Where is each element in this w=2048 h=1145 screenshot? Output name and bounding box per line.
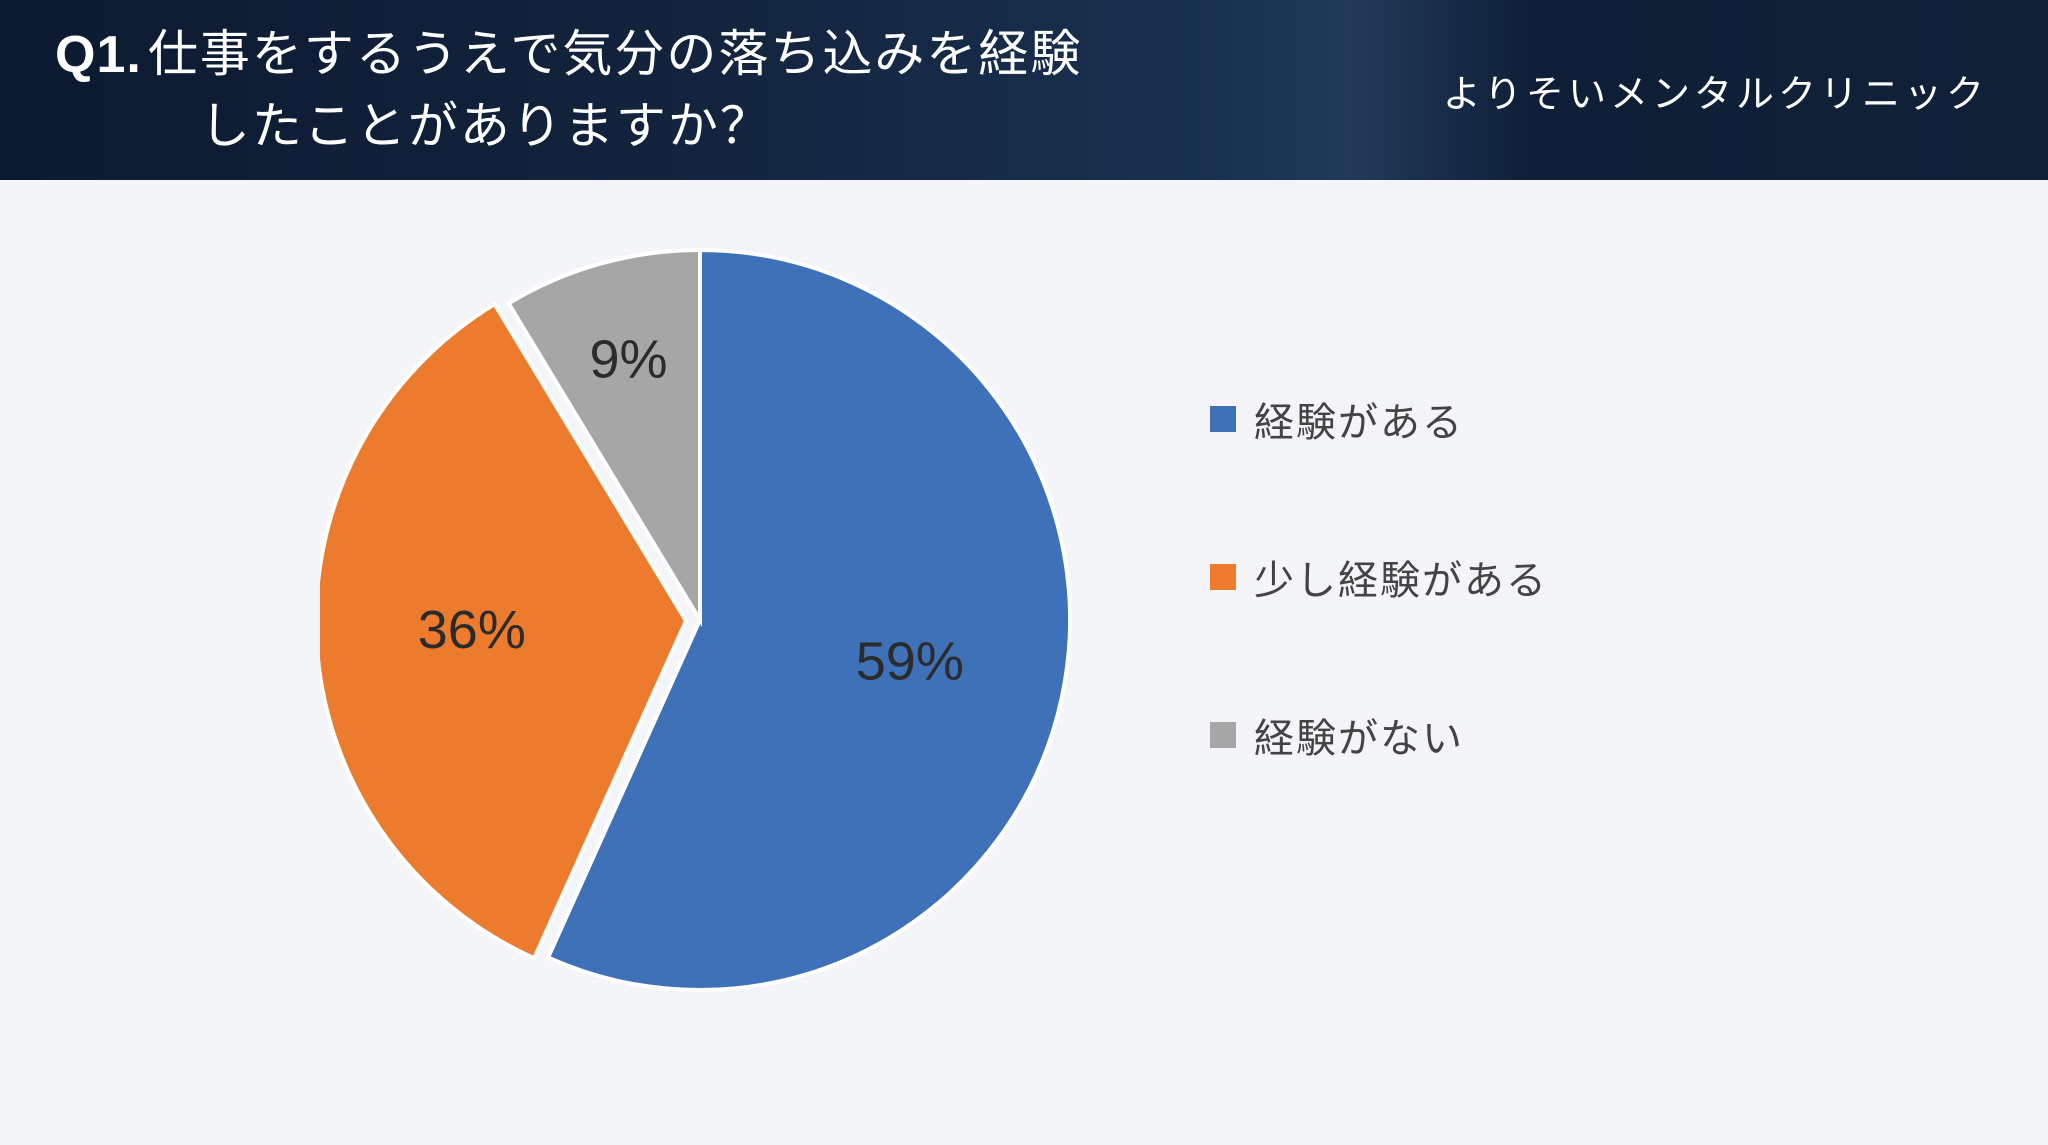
legend-item-has_experience: 経験がある [1210, 390, 1548, 448]
legend: 経験がある少し経験がある経験がない [1210, 390, 1548, 764]
pie-chart: 59% 36% 9% [320, 240, 1080, 1000]
legend-label-has_experience: 経験がある [1254, 390, 1464, 448]
legend-label-some_experience: 少し経験がある [1254, 548, 1548, 606]
question-block: Q1. 仕事をするうえで気分の落ち込みを経験 したことがありますか？ [55, 18, 1403, 163]
legend-item-some_experience: 少し経験がある [1210, 548, 1548, 606]
question-text: 仕事をするうえで気分の落ち込みを経験 したことがありますか？ [148, 18, 1083, 163]
question-line-1: 仕事をするうえで気分の落ち込みを経験 [148, 26, 1083, 82]
question-line-2: したことがありますか？ [148, 90, 1083, 163]
slide-body: 59% 36% 9% 経験がある少し経験がある経験がない [0, 180, 2048, 1145]
legend-swatch-no_experience [1210, 722, 1236, 748]
pie-chart-svg: 59% 36% 9% [320, 240, 1080, 1000]
question-prefix: Q1. [55, 18, 142, 93]
header-bar: Q1. 仕事をするうえで気分の落ち込みを経験 したことがありますか？ よりそいメ… [0, 0, 2048, 180]
slide: Q1. 仕事をするうえで気分の落ち込みを経験 したことがありますか？ よりそいメ… [0, 0, 2048, 1145]
legend-swatch-has_experience [1210, 406, 1236, 432]
brand-name: よりそいメンタルクリニック [1403, 63, 1988, 118]
pie-label-has_experience: 59% [856, 631, 964, 691]
pie-label-no_experience: 9% [589, 330, 667, 390]
legend-swatch-some_experience [1210, 564, 1236, 590]
legend-label-no_experience: 経験がない [1254, 706, 1464, 764]
pie-label-some_experience: 36% [418, 600, 526, 660]
legend-item-no_experience: 経験がない [1210, 706, 1548, 764]
